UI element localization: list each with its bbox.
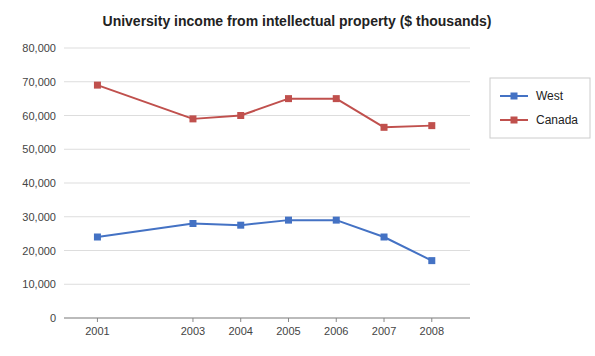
point <box>428 257 435 264</box>
point <box>94 82 101 89</box>
point <box>285 217 292 224</box>
legend-label: West <box>536 89 564 103</box>
x-tick-label: 2005 <box>276 325 300 337</box>
x-tick <box>192 318 193 322</box>
y-tick-label: 0 <box>50 312 56 324</box>
grid-line <box>64 318 470 319</box>
legend-box <box>490 78 590 138</box>
grid-line <box>64 284 470 285</box>
y-tick-label: 40,000 <box>22 177 56 189</box>
grid-line <box>64 48 470 49</box>
series-line <box>97 85 431 127</box>
plot-area <box>94 82 435 265</box>
x-tick <box>431 318 432 322</box>
y-tick-label: 60,000 <box>22 110 56 122</box>
grid-line <box>64 149 470 150</box>
x-axis-line <box>64 318 470 319</box>
title: University income from intellectual prop… <box>103 13 492 29</box>
y-tick-label: 10,000 <box>22 278 56 290</box>
legend-marker <box>511 117 518 124</box>
chart: University income from intellectual prop… <box>0 0 595 356</box>
x-tick-label: 2008 <box>420 325 444 337</box>
y-tick-label: 50,000 <box>22 143 56 155</box>
point <box>237 112 244 119</box>
y-tick-label: 30,000 <box>22 211 56 223</box>
point <box>381 124 388 131</box>
x-tick-label: 2004 <box>228 325 252 337</box>
point <box>285 95 292 102</box>
point <box>189 220 196 227</box>
y-tick-label: 70,000 <box>22 76 56 88</box>
y-axis: 0 10,000 20,000 30,000 40,000 50,000 60,000 70,… <box>22 42 470 324</box>
x-tick-label: 2006 <box>324 325 348 337</box>
x-tick <box>384 318 385 322</box>
point <box>189 115 196 122</box>
y-tick-label: 20,000 <box>22 245 56 257</box>
x-tick-label: 2001 <box>85 325 109 337</box>
legend-label: Canada <box>536 113 578 127</box>
point <box>381 234 388 241</box>
legend: West Canada <box>490 78 590 138</box>
x-tick <box>97 318 98 322</box>
x-tick-label: 2007 <box>372 325 396 337</box>
point <box>333 95 340 102</box>
x-tick <box>240 318 241 322</box>
grid-line <box>64 216 470 217</box>
point <box>428 122 435 129</box>
x-tick <box>288 318 289 322</box>
point <box>94 234 101 241</box>
grid-line <box>64 81 470 82</box>
point <box>333 217 340 224</box>
grid-line <box>64 115 470 116</box>
x-axis: 2001 2003 2004 2005 2006 2007 2008 <box>64 318 470 337</box>
legend-marker <box>511 93 518 100</box>
series-line <box>97 220 431 261</box>
x-tick-label: 2003 <box>181 325 205 337</box>
x-tick <box>336 318 337 322</box>
y-tick-label: 80,000 <box>22 42 56 54</box>
grid-line <box>64 183 470 184</box>
point <box>237 222 244 229</box>
